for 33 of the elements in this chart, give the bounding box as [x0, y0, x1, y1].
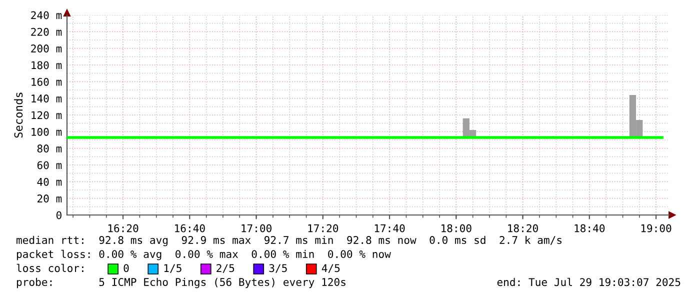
- legend-label: 1/5: [164, 264, 182, 273]
- y-tick-label: 220 m: [31, 28, 62, 36]
- y-tick-label: 240 m: [31, 11, 62, 20]
- text: packet loss: 0.00 % avg 0.00 % max 0.00 % min 0.00 % now: [16, 250, 391, 260]
- y-tick-label: 0: [56, 211, 62, 220]
- y-tick-label: 20 m: [38, 194, 62, 203]
- legend-label: 4/5: [322, 264, 340, 273]
- y-axis-title: Seconds: [14, 92, 23, 138]
- text: median rtt: 92.8 ms avg 92.9 ms max 92.7 ms min 92.8 ms now 0.0 ms sd 2.7 k am/s: [16, 236, 562, 246]
- x-tick-label: 17:20: [308, 224, 338, 232]
- y-tick-label: 200 m: [31, 44, 62, 53]
- y-tick-label: 140 m: [32, 94, 62, 103]
- text: probe: 5 ICMP Echo Pings (56 Bytes) every 120s: [16, 278, 346, 288]
- y-tick-label: 80 m: [37, 144, 62, 153]
- y-tick-label: 160 m: [32, 78, 62, 86]
- x-tick-label: 18:20: [508, 224, 538, 232]
- x-tick-label: 18:00: [442, 224, 472, 232]
- y-tick-label: 180 m: [32, 61, 62, 70]
- y-tick-label: 60 m: [37, 161, 62, 170]
- y-tick-label: 100 m: [32, 128, 62, 136]
- legend-title: loss color:: [16, 264, 84, 272]
- x-tick-label: 19:00: [641, 224, 672, 232]
- y-tick-label: 120 m: [32, 111, 62, 120]
- x-tick-label: 18:40: [574, 224, 605, 232]
- x-tick-label: 17:40: [374, 224, 405, 232]
- x-tick-label: 16:40: [175, 224, 205, 232]
- legend-label: 0: [124, 264, 129, 272]
- legend-label: 2/5: [216, 264, 234, 273]
- text: end: Tue Jul 29 19:03:07 2025: [497, 278, 680, 286]
- y-tick-label: 40 m: [37, 178, 62, 186]
- x-tick-label: 16:20: [108, 224, 138, 232]
- x-tick-label: 17:00: [242, 224, 272, 232]
- legend-label: 3/5: [269, 264, 287, 273]
